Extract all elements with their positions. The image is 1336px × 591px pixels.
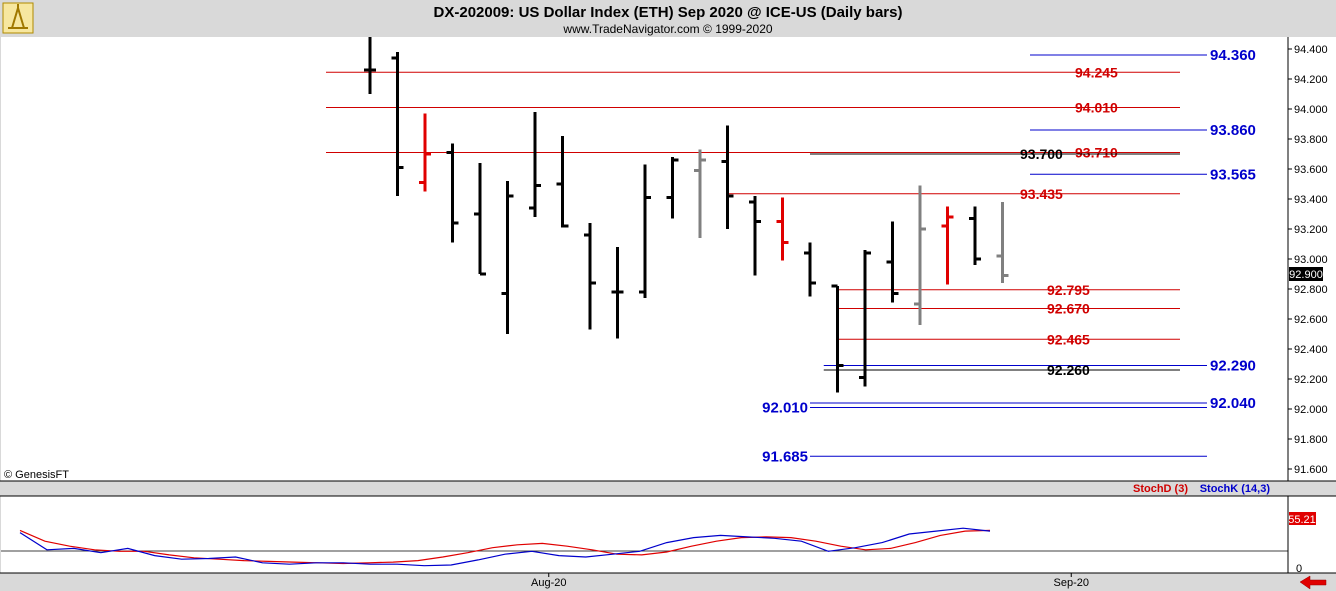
price-axis-ticks: 94.400 94.200 94.000 93.800 93.600 93.400 93.2… bbox=[1288, 44, 1328, 476]
last-price-marker: 92.900 bbox=[1289, 267, 1323, 281]
level-label: 94.010 bbox=[1075, 100, 1118, 116]
ohlc-bar bbox=[859, 250, 871, 387]
level-label: 93.860 bbox=[1210, 122, 1256, 139]
price-tick-label: 93.000 bbox=[1294, 254, 1328, 266]
legend-stochd: StochD (3) bbox=[1133, 483, 1188, 495]
price-tick-label: 92.200 bbox=[1294, 374, 1328, 386]
ohlc-bar bbox=[584, 223, 596, 330]
ohlc-bar bbox=[694, 149, 706, 238]
level-label: 92.260 bbox=[1047, 362, 1090, 378]
price-tick-label: 93.600 bbox=[1294, 164, 1328, 176]
indicator-last-value: 55.21 bbox=[1288, 514, 1316, 526]
price-tick-label: 92.800 bbox=[1294, 284, 1328, 296]
price-tick-label: 92.000 bbox=[1294, 404, 1328, 416]
stochk-line bbox=[19, 527, 991, 567]
ohlc-bar bbox=[419, 113, 431, 192]
level-label: 92.795 bbox=[1047, 282, 1090, 298]
date-label: Aug-20 bbox=[531, 577, 566, 589]
price-tick-label: 93.800 bbox=[1294, 134, 1328, 146]
ohlc-bar bbox=[776, 197, 789, 261]
level-label: 94.360 bbox=[1210, 47, 1256, 64]
level-label: 93.700 bbox=[1020, 146, 1063, 162]
legend-stochk: StochK (14,3) bbox=[1200, 483, 1271, 495]
last-price-label: 92.900 bbox=[1289, 269, 1323, 281]
indicator-axis-area bbox=[1288, 496, 1336, 573]
ohlc-bar bbox=[886, 221, 899, 303]
price-tick-label: 92.600 bbox=[1294, 314, 1328, 326]
ohlc-bar bbox=[446, 143, 459, 243]
price-tick-label: 91.800 bbox=[1294, 434, 1328, 446]
date-axis-labels: Aug-20 Sep-20 bbox=[531, 573, 1089, 589]
level-label: 91.685 bbox=[762, 448, 808, 465]
ohlc-bar bbox=[639, 164, 651, 298]
indicator-plot-area bbox=[1, 496, 1288, 573]
ohlc-bar bbox=[914, 185, 926, 325]
indicator-last-value-marker: 55.21 bbox=[1288, 512, 1316, 526]
ohlc-bar bbox=[474, 163, 486, 276]
date-axis-area bbox=[0, 574, 1336, 591]
level-label: 92.670 bbox=[1047, 301, 1090, 317]
ohlc-bar bbox=[941, 206, 954, 285]
price-tick-label: 94.200 bbox=[1294, 74, 1328, 86]
ohlc-bar bbox=[721, 125, 734, 229]
copyright-label: © GenesisFT bbox=[4, 469, 69, 481]
level-label: 92.040 bbox=[1210, 395, 1256, 412]
ohlc-bar bbox=[529, 112, 541, 217]
indicator-tick-0: 0 bbox=[1296, 563, 1302, 575]
ohlc-bar bbox=[804, 242, 816, 297]
level-label: 92.465 bbox=[1047, 331, 1090, 347]
level-label: 93.710 bbox=[1075, 145, 1118, 161]
level-label: 93.565 bbox=[1210, 166, 1256, 183]
ohlc-bar bbox=[501, 181, 514, 334]
stochd-line bbox=[19, 529, 991, 565]
date-label: Sep-20 bbox=[1054, 577, 1089, 589]
chart-title: DX-202009: US Dollar Index (ETH) Sep 202… bbox=[434, 4, 903, 21]
price-tick-label: 94.400 bbox=[1294, 44, 1328, 56]
level-label: 92.010 bbox=[762, 400, 808, 417]
ohlc-bar bbox=[611, 247, 624, 339]
price-bars bbox=[364, 37, 1009, 393]
level-label: 94.245 bbox=[1075, 64, 1118, 80]
price-tick-label: 93.400 bbox=[1294, 194, 1328, 206]
price-tick-label: 93.200 bbox=[1294, 224, 1328, 236]
level-label: 92.290 bbox=[1210, 358, 1256, 375]
level-label: 93.435 bbox=[1020, 186, 1063, 202]
ohlc-bar bbox=[556, 136, 569, 228]
price-axis-area bbox=[1288, 37, 1336, 481]
price-tick-label: 94.000 bbox=[1294, 104, 1328, 116]
ohlc-bar bbox=[831, 284, 844, 393]
ohlc-bar bbox=[749, 196, 761, 276]
scroll-left-arrow-icon[interactable] bbox=[1299, 575, 1327, 590]
indicator-lines bbox=[19, 527, 991, 567]
ohlc-bar bbox=[996, 202, 1009, 283]
ohlc-bar bbox=[364, 37, 376, 94]
price-tick-label: 91.600 bbox=[1294, 464, 1328, 476]
ohlc-bar bbox=[969, 206, 981, 265]
chart-subtitle: www.TradeNavigator.com © 1999-2020 bbox=[562, 22, 772, 36]
price-tick-label: 92.400 bbox=[1294, 344, 1328, 356]
header-logo-icon bbox=[2, 2, 34, 34]
ohlc-bar bbox=[666, 157, 679, 219]
ohlc-bar bbox=[391, 52, 404, 196]
price-levels: 94.360 94.245 94.010 93.860 93.710 93.700 93.5… bbox=[326, 47, 1256, 465]
